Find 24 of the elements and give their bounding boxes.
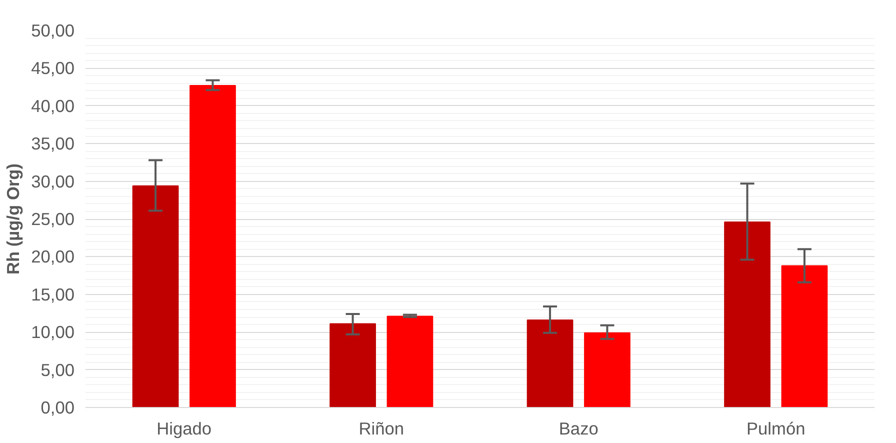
x-tick-label: Bazo [558, 418, 598, 438]
y-tick-label: 30,00 [31, 171, 75, 192]
y-tick-label: 15,00 [31, 284, 75, 304]
bar [781, 265, 828, 408]
y-tick-label: 0,00 [40, 398, 75, 418]
bar [190, 85, 236, 408]
y-tick-label: 40,00 [31, 96, 75, 116]
x-tick-label: Pulmón [746, 418, 806, 438]
bar [584, 332, 630, 408]
y-axis-title: Rh (µg/g Org) [3, 163, 24, 275]
y-tick-label: 35,00 [31, 134, 75, 154]
bar [330, 323, 376, 408]
bar [526, 320, 574, 408]
y-tick-label: 5,00 [40, 360, 75, 380]
y-tick-label: 50,00 [31, 20, 75, 40]
bar [132, 185, 179, 408]
y-tick-label: 10,00 [31, 322, 75, 342]
bar [386, 316, 434, 408]
y-tick-label: 25,00 [31, 209, 75, 229]
x-tick-label: Higado [156, 418, 212, 438]
bar [724, 222, 770, 408]
y-tick-label: 45,00 [31, 58, 75, 78]
y-tick-label: 20,00 [31, 246, 75, 267]
x-tick-label: Riñon [358, 418, 404, 438]
